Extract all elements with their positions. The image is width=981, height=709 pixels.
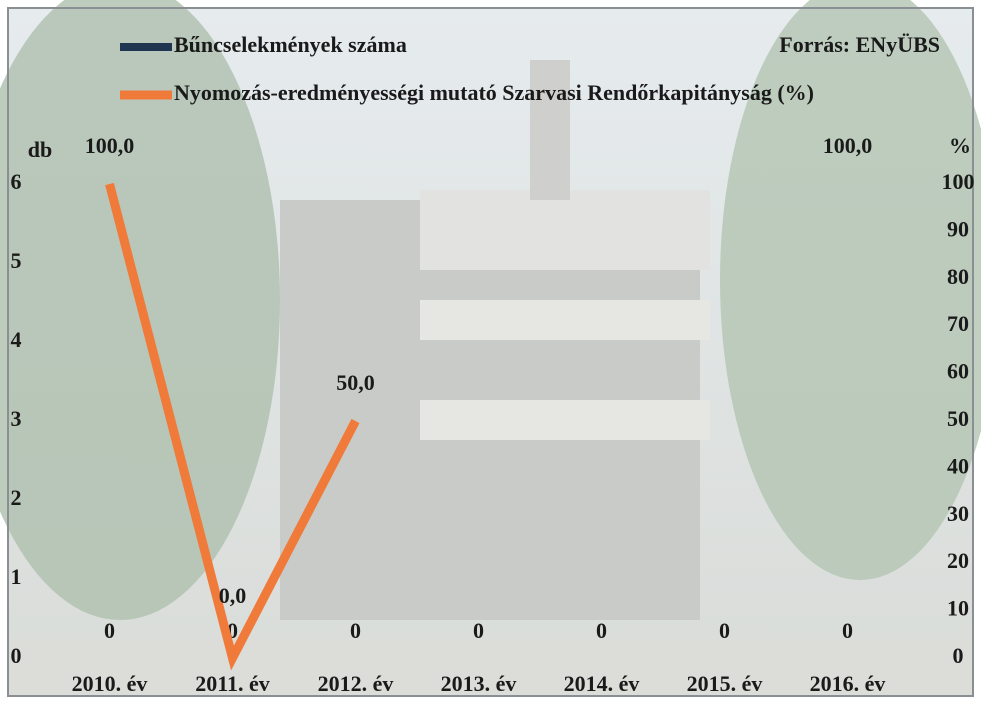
y-tick-label: 6	[11, 169, 22, 194]
y2-tick-label: 30	[947, 501, 969, 526]
x-tick-label: 2014. év	[564, 671, 640, 696]
legend-swatch	[120, 43, 172, 51]
x-tick-label: 2013. év	[441, 671, 517, 696]
page: Forrás: ENyÜBS db % 01234560102030405060…	[0, 0, 981, 704]
y2-tick-label: 40	[947, 453, 969, 478]
x-tick-label: 2015. év	[687, 671, 763, 696]
chart: Forrás: ENyÜBS db % 01234560102030405060…	[0, 0, 981, 704]
y2-axis-title: %	[949, 133, 971, 158]
y-tick-label: 3	[11, 406, 22, 431]
bar-value-label: 0	[842, 618, 853, 643]
y-tick-label: 1	[11, 564, 22, 589]
y2-tick-label: 100	[942, 169, 975, 194]
x-tick-label: 2010. év	[72, 671, 148, 696]
y2-tick-label: 50	[947, 406, 969, 431]
x-tick-label: 2012. év	[318, 671, 394, 696]
x-tick-label: 2011. év	[195, 671, 270, 696]
bar-value-label: 0	[596, 618, 607, 643]
legend-label: Nyomozás-eredményességi mutató Szarvasi …	[174, 80, 814, 105]
line-value-label: 0,0	[219, 583, 247, 608]
line-value-label: 100,0	[85, 133, 135, 158]
y2-tick-label: 0	[953, 643, 964, 668]
y2-tick-label: 20	[947, 548, 969, 573]
source-note: Forrás: ENyÜBS	[779, 32, 940, 57]
y2-tick-label: 80	[947, 264, 969, 289]
y2-tick-label: 60	[947, 359, 969, 384]
bar-value-label: 0	[104, 618, 115, 643]
y-tick-label: 4	[11, 327, 22, 352]
y-tick-label: 5	[11, 248, 22, 273]
x-tick-label: 2016. év	[810, 671, 886, 696]
line-value-label: 50,0	[336, 370, 375, 395]
bar-value-label: 0	[473, 618, 484, 643]
y2-tick-label: 90	[947, 216, 969, 241]
legend-label: Bűncselekmények száma	[174, 32, 407, 57]
bar-value-label: 0	[350, 618, 361, 643]
y-axis-title: db	[28, 137, 52, 162]
y-tick-label: 0	[11, 643, 22, 668]
y2-tick-label: 70	[947, 311, 969, 336]
y-tick-label: 2	[11, 485, 22, 510]
line-value-label: 100,0	[823, 133, 873, 158]
bar-value-label: 0	[719, 618, 730, 643]
y2-tick-label: 10	[947, 596, 969, 621]
